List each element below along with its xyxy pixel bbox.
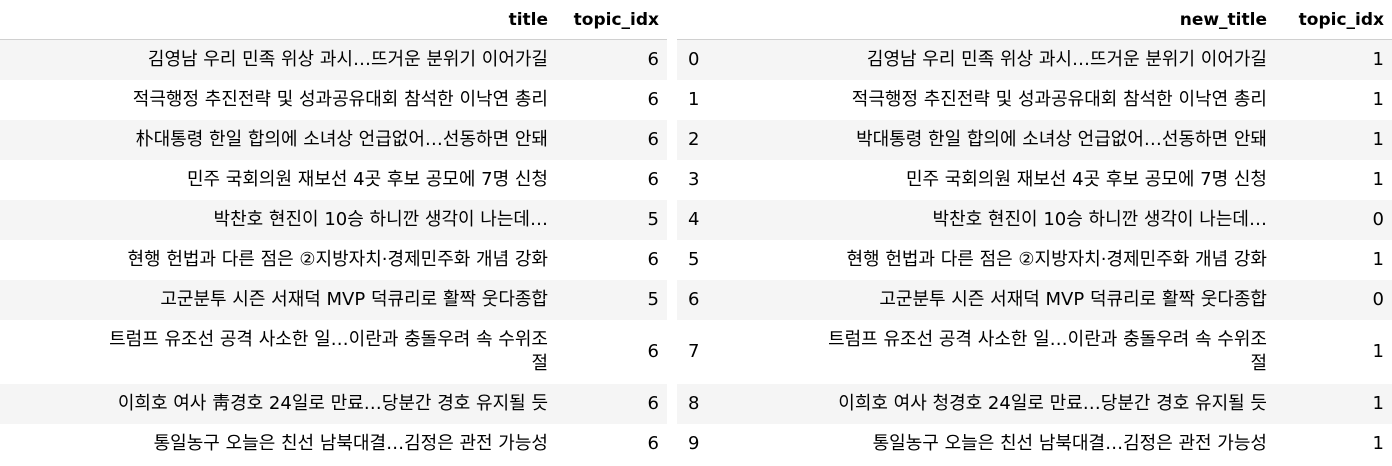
row-index-cell: 9 (677, 424, 727, 464)
header-row: new_title topic_idx (677, 0, 1392, 40)
title-cell: 민주 국회의원 재보선 4곳 후보 공모에 7명 신청 (0, 160, 560, 200)
table-row: 박찬호 현진이 10승 하니깐 생각이 나는데… 5 (0, 200, 667, 240)
table-row: 1 적극행정 추진전략 및 성과공유대회 참석한 이낙연 총리 1 (677, 80, 1392, 120)
column-header-topic-idx: topic_idx (1279, 0, 1392, 40)
topic-idx-cell: 6 (560, 320, 667, 384)
right-dataframe-table: new_title topic_idx 0 김영남 우리 민족 위상 과시…뜨거… (677, 0, 1392, 464)
row-index-cell: 5 (677, 240, 727, 280)
new-title-cell: 박대통령 한일 합의에 소녀상 언급없어…선동하면 안돼 (727, 120, 1279, 160)
table-row: 김영남 우리 민족 위상 과시…뜨거운 분위기 이어가길 6 (0, 39, 667, 80)
column-header-title: title (0, 0, 560, 40)
row-index-cell: 8 (677, 384, 727, 424)
new-title-cell: 이희호 여사 청경호 24일로 만료…당분간 경호 유지될 듯 (727, 384, 1279, 424)
topic-idx-cell: 6 (560, 424, 667, 464)
new-title-cell: 적극행정 추진전략 및 성과공유대회 참석한 이낙연 총리 (727, 80, 1279, 120)
row-index-cell: 2 (677, 120, 727, 160)
title-cell: 통일농구 오늘은 친선 남북대결…김정은 관전 가능성 (0, 424, 560, 464)
table-row: 이희호 여사 靑경호 24일로 만료…당분간 경호 유지될 듯 6 (0, 384, 667, 424)
title-cell: 이희호 여사 靑경호 24일로 만료…당분간 경호 유지될 듯 (0, 384, 560, 424)
title-line: 절 (531, 353, 548, 374)
row-index-cell: 0 (677, 39, 727, 80)
table-row: 6 고군분투 시즌 서재덕 MVP 덕큐리로 활짝 웃다종합 0 (677, 280, 1392, 320)
title-cell: 트럼프 유조선 공격 사소한 일…이란과 충돌우려 속 수위조 절 (0, 320, 560, 384)
topic-idx-cell: 1 (1279, 240, 1392, 280)
topic-idx-cell: 1 (1279, 80, 1392, 120)
column-header-topic-idx: topic_idx (560, 0, 667, 40)
table-row: 8 이희호 여사 청경호 24일로 만료…당분간 경호 유지될 듯 1 (677, 384, 1392, 424)
table-row: 7 트럼프 유조선 공격 사소한 일…이란과 충돌우려 속 수위조 절 1 (677, 320, 1392, 384)
new-title-cell: 고군분투 시즌 서재덕 MVP 덕큐리로 활짝 웃다종합 (727, 280, 1279, 320)
new-title-cell: 박찬호 현진이 10승 하니깐 생각이 나는데… (727, 200, 1279, 240)
title-cell: 적극행정 추진전략 및 성과공유대회 참석한 이낙연 총리 (0, 80, 560, 120)
new-title-cell: 통일농구 오늘은 친선 남북대결…김정은 관전 가능성 (727, 424, 1279, 464)
row-index-cell: 3 (677, 160, 727, 200)
table-row: 고군분투 시즌 서재덕 MVP 덕큐리로 활짝 웃다종합 5 (0, 280, 667, 320)
title-line: 트럼프 유조선 공격 사소한 일…이란과 충돌우려 속 수위조 (109, 329, 548, 350)
title-line: 절 (1250, 353, 1267, 374)
topic-idx-cell: 0 (1279, 200, 1392, 240)
column-header-index (677, 0, 727, 40)
topic-idx-cell: 6 (560, 240, 667, 280)
topic-idx-cell: 5 (560, 200, 667, 240)
topic-idx-cell: 6 (560, 39, 667, 80)
header-row: title topic_idx (0, 0, 667, 40)
table-row: 통일농구 오늘은 친선 남북대결…김정은 관전 가능성 6 (0, 424, 667, 464)
topic-idx-cell: 6 (560, 80, 667, 120)
title-cell: 현행 헌법과 다른 점은 ②지방자치·경제민주화 개념 강화 (0, 240, 560, 280)
topic-idx-cell: 6 (560, 120, 667, 160)
table-row: 적극행정 추진전략 및 성과공유대회 참석한 이낙연 총리 6 (0, 80, 667, 120)
row-index-cell: 7 (677, 320, 727, 384)
topic-idx-cell: 1 (1279, 424, 1392, 464)
topic-idx-cell: 0 (1279, 280, 1392, 320)
title-line: 트럼프 유조선 공격 사소한 일…이란과 충돌우려 속 수위조 (828, 329, 1267, 350)
topic-idx-cell: 1 (1279, 120, 1392, 160)
table-row: 朴대통령 한일 합의에 소녀상 언급없어…선동하면 안돼 6 (0, 120, 667, 160)
row-index-cell: 4 (677, 200, 727, 240)
row-index-cell: 6 (677, 280, 727, 320)
title-cell: 朴대통령 한일 합의에 소녀상 언급없어…선동하면 안돼 (0, 120, 560, 160)
table-row: 3 민주 국회의원 재보선 4곳 후보 공모에 7명 신청 1 (677, 160, 1392, 200)
left-dataframe-table: title topic_idx 김영남 우리 민족 위상 과시…뜨거운 분위기 … (0, 0, 667, 464)
title-cell: 김영남 우리 민족 위상 과시…뜨거운 분위기 이어가길 (0, 39, 560, 80)
topic-idx-cell: 1 (1279, 384, 1392, 424)
topic-idx-cell: 1 (1279, 320, 1392, 384)
new-title-cell: 트럼프 유조선 공격 사소한 일…이란과 충돌우려 속 수위조 절 (727, 320, 1279, 384)
table-row: 9 통일농구 오늘은 친선 남북대결…김정은 관전 가능성 1 (677, 424, 1392, 464)
topic-idx-cell: 6 (560, 160, 667, 200)
topic-idx-cell: 6 (560, 384, 667, 424)
topic-idx-cell: 1 (1279, 39, 1392, 80)
column-header-new-title: new_title (727, 0, 1279, 40)
new-title-cell: 현행 헌법과 다른 점은 ②지방자치·경제민주화 개념 강화 (727, 240, 1279, 280)
row-index-cell: 1 (677, 80, 727, 120)
topic-idx-cell: 1 (1279, 160, 1392, 200)
title-cell: 박찬호 현진이 10승 하니깐 생각이 나는데… (0, 200, 560, 240)
table-row: 0 김영남 우리 민족 위상 과시…뜨거운 분위기 이어가길 1 (677, 39, 1392, 80)
table-row: 현행 헌법과 다른 점은 ②지방자치·경제민주화 개념 강화 6 (0, 240, 667, 280)
new-title-cell: 김영남 우리 민족 위상 과시…뜨거운 분위기 이어가길 (727, 39, 1279, 80)
topic-idx-cell: 5 (560, 280, 667, 320)
table-row: 트럼프 유조선 공격 사소한 일…이란과 충돌우려 속 수위조 절 6 (0, 320, 667, 384)
table-row: 민주 국회의원 재보선 4곳 후보 공모에 7명 신청 6 (0, 160, 667, 200)
table-row: 5 현행 헌법과 다른 점은 ②지방자치·경제민주화 개념 강화 1 (677, 240, 1392, 280)
new-title-cell: 민주 국회의원 재보선 4곳 후보 공모에 7명 신청 (727, 160, 1279, 200)
title-cell: 고군분투 시즌 서재덕 MVP 덕큐리로 활짝 웃다종합 (0, 280, 560, 320)
table-row: 2 박대통령 한일 합의에 소녀상 언급없어…선동하면 안돼 1 (677, 120, 1392, 160)
table-row: 4 박찬호 현진이 10승 하니깐 생각이 나는데… 0 (677, 200, 1392, 240)
